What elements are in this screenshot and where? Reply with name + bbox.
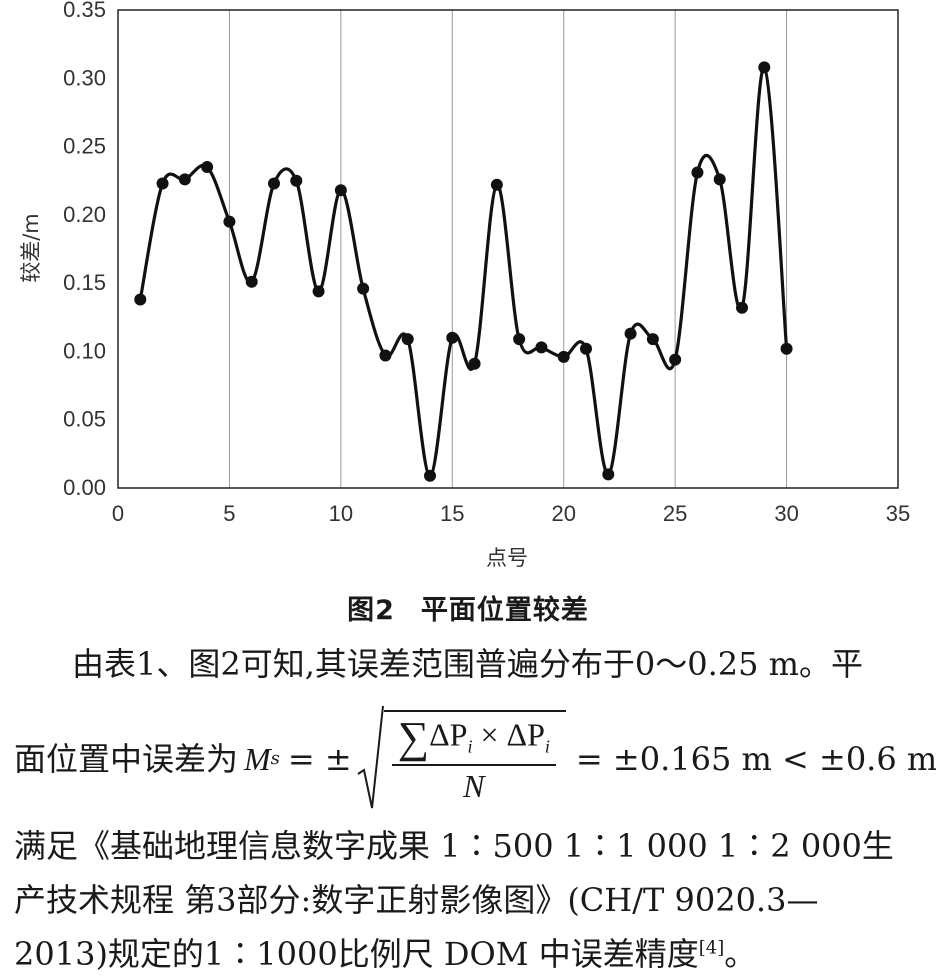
data-point-18 <box>513 333 526 346</box>
data-point-14 <box>424 469 436 482</box>
data-point-30 <box>780 342 793 355</box>
data-point-5 <box>223 215 236 228</box>
data-point-12 <box>379 349 392 362</box>
paragraph-line-3: 满足《基础地理信息数字成果 1∶500 1∶1 000 1∶2 000生 <box>14 827 894 865</box>
x-tick-label-7: 35 <box>886 501 910 526</box>
data-point-17 <box>490 178 503 191</box>
y-axis-title: 较差/m <box>19 213 43 283</box>
data-point-19 <box>535 341 548 354</box>
formula-M-sub: s <box>270 748 280 769</box>
data-point-7 <box>268 177 280 190</box>
data-point-11 <box>357 282 370 295</box>
data-point-26 <box>691 166 704 179</box>
line5-text: 2013)规定的1∶1000比例尺 DOM 中误差精度 <box>14 935 699 973</box>
data-point-20 <box>557 350 570 363</box>
grid-lines <box>228 10 788 488</box>
x-tick-label-0: 0 <box>112 501 124 526</box>
data-point-6 <box>245 275 258 288</box>
error-line-chart: 0.00 0.05 0.10 0.15 0.20 0.25 0.30 0.35 0 5 10 15 2… <box>19 0 910 570</box>
data-points <box>134 61 793 482</box>
data-point-25 <box>669 353 682 366</box>
data-point-28 <box>736 301 748 314</box>
formula-sqrt: ∑ΔPi × ΔPi N <box>356 704 566 814</box>
data-point-21 <box>580 342 592 355</box>
x-tick-label-6: 30 <box>774 501 798 526</box>
y-tick-label-2: 0.10 <box>63 338 106 363</box>
formula-numerator: ∑ΔPi × ΔPi <box>391 716 556 766</box>
sqrt-sign <box>357 705 384 809</box>
plot-frame <box>117 9 899 489</box>
x-tick-label-2: 10 <box>329 501 353 526</box>
series-line <box>138 65 789 478</box>
data-point-24 <box>646 333 659 346</box>
formula-M: M <box>244 741 271 777</box>
x-axis-title: 点号 <box>486 546 528 570</box>
y-tick-label-0: 0.00 <box>63 475 106 500</box>
paragraph-line-4: 产技术规程 第3部分:数字正射影像图》(CH/T 9020.3— <box>14 881 819 919</box>
data-point-27 <box>713 173 726 186</box>
data-point-23 <box>624 327 637 340</box>
data-point-3 <box>178 173 191 186</box>
data-point-15 <box>446 331 459 344</box>
data-point-1 <box>134 293 147 306</box>
data-point-13 <box>401 333 414 346</box>
data-point-22 <box>602 468 615 481</box>
formula-rhs: = ±0.165 m < ±0.6 m, <box>575 740 936 778</box>
data-point-29 <box>758 61 771 74</box>
x-tick-label-5: 25 <box>663 501 687 526</box>
figure-number: 图2 <box>347 595 395 626</box>
paragraph-line-1: 由表1、图2可知,其误差范围普遍分布于0～0.25 m。平 <box>72 645 864 683</box>
data-point-8 <box>290 174 303 187</box>
reference-mark: [4] <box>698 937 725 959</box>
y-tick-label-7: 0.35 <box>63 0 106 22</box>
y-tick-label-6: 0.30 <box>63 65 106 90</box>
data-point-9 <box>312 285 325 298</box>
data-point-16 <box>468 357 481 370</box>
x-tick-label-4: 20 <box>551 501 575 526</box>
formula-fraction: ∑ΔPi × ΔPi N <box>391 716 556 804</box>
y-tick-label-1: 0.05 <box>63 407 106 432</box>
data-point-10 <box>334 184 347 197</box>
data-point-2 <box>156 177 169 190</box>
figure-caption: 图2 平面位置较差 <box>0 588 936 627</box>
line2-text: 面位置中误差为 <box>14 740 239 778</box>
paragraph-line-5: 2013)规定的1∶1000比例尺 DOM 中误差精度[4]。 <box>14 938 756 970</box>
figure-title: 平面位置较差 <box>420 595 589 626</box>
formula-denominator: N <box>463 768 485 804</box>
y-tick-labels: 0.00 0.05 0.10 0.15 0.20 0.25 0.30 0.35 <box>63 0 106 500</box>
x-tick-label-3: 15 <box>440 501 464 526</box>
line5-end: 。 <box>724 935 757 973</box>
y-tick-label-5: 0.25 <box>63 134 106 159</box>
x-tick-labels: 0 5 10 15 20 25 30 35 <box>112 501 910 526</box>
x-tick-label-1: 5 <box>223 501 235 526</box>
y-tick-label-4: 0.20 <box>63 202 106 227</box>
y-tick-label-3: 0.15 <box>63 270 106 295</box>
formula-pm: = ± <box>287 740 352 778</box>
data-point-4 <box>201 161 214 174</box>
